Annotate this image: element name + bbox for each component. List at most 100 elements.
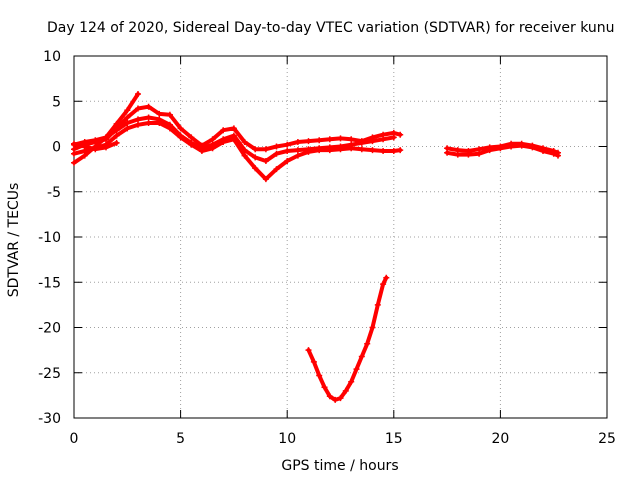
data-point [326, 393, 333, 400]
data-point [397, 131, 404, 138]
data-point [465, 151, 472, 158]
data-point [135, 91, 141, 97]
data-point [156, 110, 163, 117]
data-point [273, 143, 280, 150]
data-point [156, 120, 163, 126]
y-tick-label: -30 [38, 411, 61, 427]
data-point [444, 149, 451, 156]
x-tick-label: 10 [278, 431, 296, 447]
data-point [305, 138, 312, 145]
data-point [294, 147, 301, 154]
data-point [316, 137, 323, 144]
data-point [177, 125, 184, 132]
x-tick-label: 0 [70, 431, 79, 447]
data-point [135, 116, 141, 123]
data-point [316, 147, 323, 154]
data-point [316, 372, 323, 379]
data-point [220, 127, 227, 134]
data-point [397, 147, 404, 154]
data-point [358, 353, 365, 360]
data-series [71, 91, 561, 403]
data-point [369, 138, 376, 145]
data-point [540, 148, 546, 154]
data-point [337, 146, 344, 153]
data-point [358, 146, 365, 153]
data-point [124, 125, 131, 132]
data-point [145, 120, 152, 126]
data-point [390, 148, 397, 154]
data-point [348, 145, 355, 152]
data-point [71, 159, 77, 166]
data-point [550, 150, 557, 157]
data-point [230, 136, 237, 143]
data-point [198, 148, 205, 154]
y-tick-label: -20 [38, 321, 61, 337]
data-point [209, 136, 216, 143]
data-point [305, 347, 312, 354]
data-point [486, 147, 493, 154]
data-point [358, 139, 365, 146]
data-point [71, 150, 77, 157]
data-point [241, 139, 248, 145]
data-point [81, 143, 88, 150]
data-point [294, 139, 301, 145]
data-point [380, 148, 387, 154]
x-tick-label: 15 [385, 431, 403, 447]
data-point [529, 144, 536, 151]
data-point [71, 140, 77, 147]
data-point [113, 127, 120, 134]
data-point [337, 395, 344, 402]
data-point [188, 134, 195, 141]
data-point [103, 144, 109, 151]
data-point [166, 111, 173, 118]
data-point [369, 324, 376, 331]
data-point [294, 152, 301, 159]
data-point [284, 148, 291, 154]
data-point [188, 141, 195, 148]
data-point [220, 139, 227, 145]
axis-ticks [73, 55, 608, 419]
data-point [508, 143, 515, 150]
data-point [273, 150, 280, 157]
data-point [262, 158, 269, 164]
data-point [326, 147, 333, 154]
x-tick-labels: 0 5 10 15 20 25 [70, 431, 616, 447]
series-track-5 [71, 139, 120, 153]
data-point [252, 165, 259, 172]
data-point [113, 132, 120, 139]
data-point [124, 107, 131, 114]
data-point [476, 150, 483, 157]
data-point [332, 396, 339, 403]
data-point [284, 158, 291, 164]
data-point [252, 154, 259, 161]
data-point [348, 136, 355, 143]
data-point [364, 340, 371, 347]
series-line [306, 275, 389, 402]
y-tick-label: -15 [38, 275, 61, 291]
data-point [374, 301, 381, 308]
data-point [555, 152, 561, 159]
series-track-7 [444, 142, 561, 159]
data-point [497, 145, 504, 152]
y-tick-label: -25 [38, 366, 61, 382]
x-tick-label: 5 [176, 431, 185, 447]
series-track-4 [71, 120, 404, 183]
data-point [262, 146, 269, 153]
data-point [145, 114, 152, 121]
data-point [262, 176, 269, 183]
data-point [284, 141, 291, 148]
data-point [380, 281, 387, 288]
data-point [380, 136, 387, 143]
data-point [390, 134, 397, 141]
data-point [518, 142, 525, 149]
data-point [209, 145, 216, 152]
y-tick-label: 5 [52, 94, 61, 110]
data-point [230, 125, 237, 132]
y-tick-label: 0 [52, 140, 61, 156]
data-point [326, 136, 333, 143]
data-point [92, 146, 99, 153]
data-point [113, 139, 120, 146]
data-point [124, 120, 131, 126]
data-point [383, 274, 390, 281]
